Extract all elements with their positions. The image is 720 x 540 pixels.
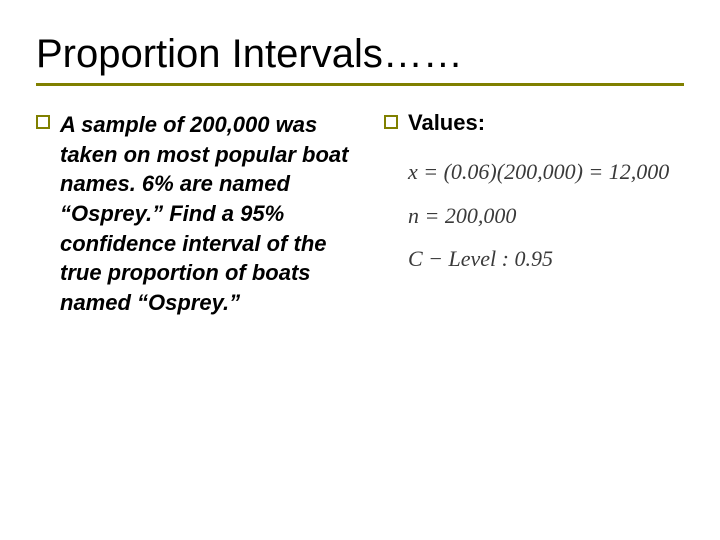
left-column: A sample of 200,000 was taken on most po… (36, 110, 356, 318)
square-bullet-icon (384, 115, 398, 129)
right-header-row: Values: (384, 110, 684, 136)
problem-text: A sample of 200,000 was taken on most po… (60, 110, 356, 318)
right-column: Values: x = (0.06)(200,000) = 12,000 n =… (384, 110, 684, 318)
value-x: x = (0.06)(200,000) = 12,000 (408, 159, 669, 184)
title-underline (36, 83, 684, 86)
value-row-n: n = 200,000 (408, 196, 684, 236)
slide: Proportion Intervals…… A sample of 200,0… (0, 0, 720, 540)
square-bullet-icon (36, 115, 50, 129)
content-columns: A sample of 200,000 was taken on most po… (36, 110, 684, 318)
value-c: C − Level : 0.95 (408, 246, 553, 271)
value-n: n = 200,000 (408, 203, 516, 228)
value-row-c: C − Level : 0.95 (408, 239, 684, 279)
value-row-x: x = (0.06)(200,000) = 12,000 (408, 152, 684, 192)
values-block: x = (0.06)(200,000) = 12,000 n = 200,000… (408, 152, 684, 279)
values-header: Values: (408, 110, 485, 136)
page-title: Proportion Intervals…… (36, 32, 684, 77)
